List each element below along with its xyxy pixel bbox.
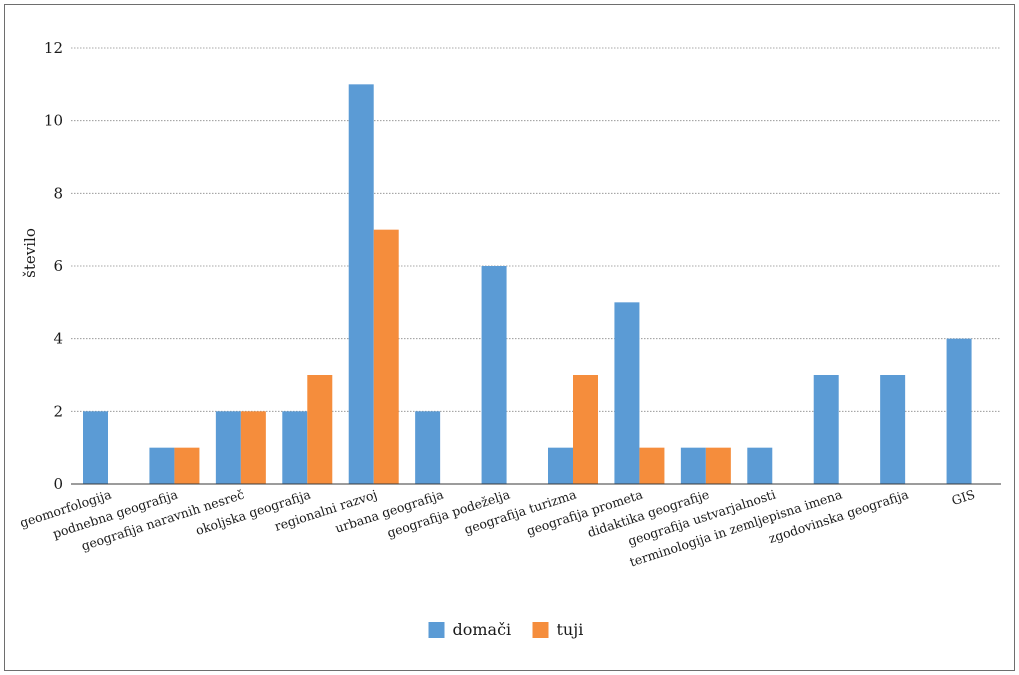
y-tick-label: 8 xyxy=(53,184,63,202)
bar-domaci xyxy=(348,84,374,484)
bar-domaci xyxy=(548,447,573,484)
y-tick-label: 0 xyxy=(53,475,63,493)
x-tick-label: GIS xyxy=(950,487,977,509)
y-tick-label: 2 xyxy=(53,402,63,420)
chart-frame: 0 2 4 6 8 10 12 geomorfologija podnebna geograf… xyxy=(4,4,1015,671)
grid-lines xyxy=(71,47,1001,412)
y-tick-labels: 0 2 4 6 8 10 12 xyxy=(44,39,63,493)
bar-domaci xyxy=(680,447,706,484)
bar-tuji xyxy=(639,447,665,484)
y-tick-label: 6 xyxy=(53,257,63,275)
bar-domaci xyxy=(415,411,441,484)
y-tick-label: 12 xyxy=(44,39,63,57)
bar-tuji xyxy=(373,229,399,484)
bars xyxy=(83,84,972,484)
bar-tuji xyxy=(240,411,266,484)
legend-label: tuji xyxy=(557,620,584,639)
bar-tuji xyxy=(573,375,598,484)
bar-domaci xyxy=(481,266,507,484)
bar-domaci xyxy=(83,411,108,484)
bar-domaci xyxy=(282,411,308,484)
legend-label: domači xyxy=(453,620,512,639)
bar-domaci xyxy=(215,411,241,484)
y-tick-label: 4 xyxy=(53,330,63,348)
bar-tuji xyxy=(174,447,200,484)
bar-domaci xyxy=(614,302,640,484)
bar-domaci xyxy=(880,375,906,484)
bar-tuji xyxy=(705,447,731,484)
legend: domači tuji xyxy=(428,620,584,639)
bar-domaci xyxy=(747,447,773,484)
bar-domaci xyxy=(149,447,175,484)
bar-domaci xyxy=(946,338,972,484)
bar-tuji xyxy=(307,375,333,484)
y-tick-label: 10 xyxy=(44,112,63,130)
bar-domaci xyxy=(813,375,839,484)
legend-swatch xyxy=(532,622,549,638)
y-axis-title: število xyxy=(21,228,39,278)
legend-swatch xyxy=(428,622,445,638)
